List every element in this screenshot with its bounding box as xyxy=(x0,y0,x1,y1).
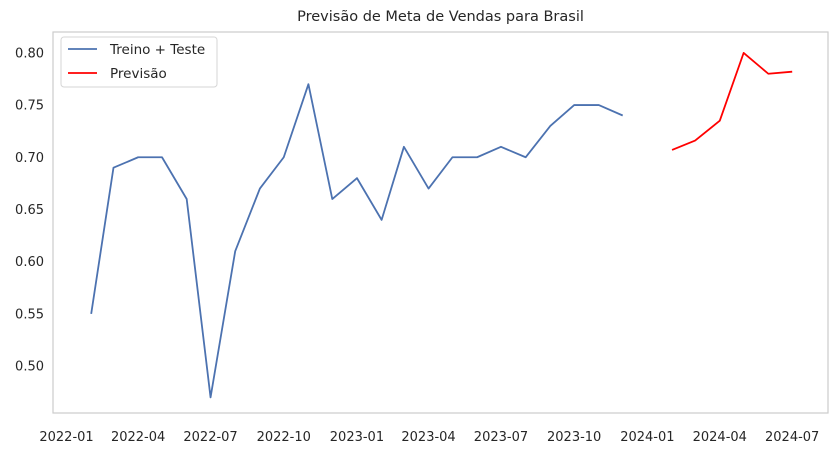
series-layer xyxy=(90,51,793,399)
y-tick-label: 0.55 xyxy=(15,307,44,322)
y-tick-label: 0.60 xyxy=(15,255,44,270)
legend-box xyxy=(60,36,218,88)
legend-label-1: Previsão xyxy=(110,66,167,82)
x-tick-label: 2022-10 xyxy=(257,430,311,445)
plot-area xyxy=(52,31,829,414)
x-tick-label: 2022-01 xyxy=(39,430,93,445)
x-tick-label: 2024-01 xyxy=(620,430,674,445)
x-tick-label: 2024-07 xyxy=(765,430,819,445)
series-line-0 xyxy=(90,83,624,399)
x-tick-label: 2022-07 xyxy=(183,430,237,445)
x-axis: 2022-01 2022-04 2022-07 2022-10 2023-01 2023-… xyxy=(39,430,819,445)
y-tick-label: 0.70 xyxy=(15,151,44,166)
series-line-1 xyxy=(671,51,793,151)
y-tick-label: 0.80 xyxy=(15,46,44,61)
chart-title: Previsão de Meta de Vendas para Brasil xyxy=(297,9,584,25)
x-tick-label: 2022-04 xyxy=(111,430,165,445)
y-tick-label: 0.50 xyxy=(15,360,44,375)
x-tick-label: 2023-04 xyxy=(401,430,455,445)
legend: Treino + Teste Previsão xyxy=(60,36,218,88)
x-tick-label: 2023-01 xyxy=(330,430,384,445)
legend-label-0: Treino + Teste xyxy=(109,42,205,58)
x-tick-label: 2023-07 xyxy=(474,430,528,445)
x-tick-label: 2024-04 xyxy=(693,430,747,445)
x-tick-label: 2023-10 xyxy=(547,430,601,445)
y-axis: 0.50 0.55 0.60 0.65 0.70 0.75 0.80 xyxy=(15,46,44,374)
y-tick-label: 0.75 xyxy=(15,99,44,114)
y-tick-label: 0.65 xyxy=(15,203,44,218)
